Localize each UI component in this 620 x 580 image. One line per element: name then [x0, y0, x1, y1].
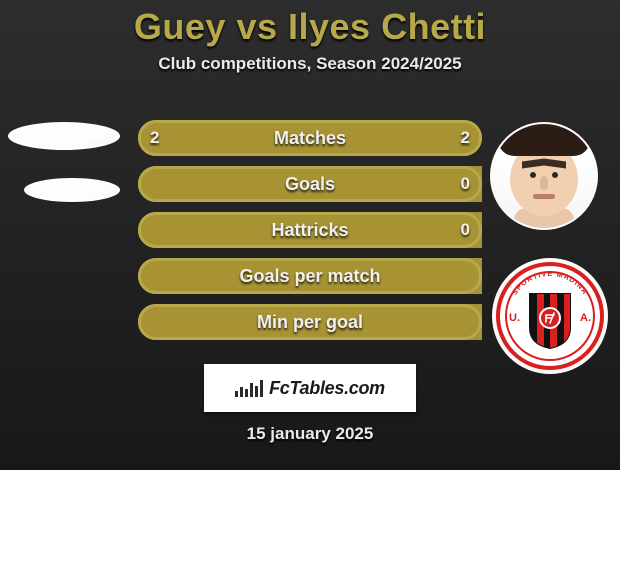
- logo-chart-icon: [235, 379, 263, 397]
- stat-bar: Hattricks0: [138, 212, 482, 248]
- badge-prefix: U.: [509, 312, 520, 324]
- right-player-avatar: [490, 122, 598, 230]
- stat-bar: Goals0: [138, 166, 482, 202]
- stat-bar-label: Min per goal: [138, 304, 482, 340]
- comparison-bars: Matches22Goals0Hattricks0Goals per match…: [138, 120, 482, 350]
- stat-bar-left-value: 2: [150, 120, 159, 156]
- left-avatar-placeholder-top: [8, 122, 120, 150]
- logo-text: FcTables.com: [269, 378, 385, 399]
- stat-bar: Min per goal: [138, 304, 482, 340]
- stat-bar-label: Goals: [138, 166, 482, 202]
- stat-bar-right-value: 0: [461, 212, 470, 248]
- comparison-card: Guey vs Ilyes Chetti Club competitions, …: [0, 0, 620, 470]
- stat-bar-label: Goals per match: [138, 258, 482, 294]
- badge-suffix: A.: [580, 312, 591, 324]
- stat-bar-label: Hattricks: [138, 212, 482, 248]
- right-player-club-badge: SPORTIVE MADINA 1937 U. A.: [492, 258, 608, 374]
- left-avatar-placeholder-bottom: [24, 178, 120, 202]
- stat-bar-label: Matches: [138, 120, 482, 156]
- stat-bar-right-value: 2: [461, 120, 470, 156]
- source-logo: FcTables.com: [204, 364, 416, 412]
- stat-bar: Matches2 2: [138, 120, 482, 156]
- page-title: Guey vs Ilyes Chetti: [0, 0, 620, 48]
- stat-bar-right-value: 0: [461, 166, 470, 202]
- empty-region: [0, 470, 620, 580]
- subtitle: Club competitions, Season 2024/2025: [0, 54, 620, 74]
- stat-bar: Goals per match: [138, 258, 482, 294]
- date-caption: 15 january 2025: [0, 424, 620, 444]
